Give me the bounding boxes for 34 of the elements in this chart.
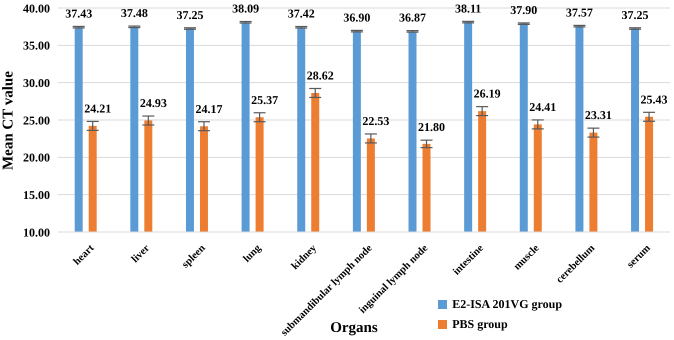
data-label: 24.17 [195,102,222,116]
data-label: 37.48 [120,6,148,20]
data-label: 36.90 [343,10,370,24]
legend-label: E2-ISA 201VG group [452,296,562,313]
y-tick-label: 20.00 [23,150,50,165]
data-label: 37.42 [288,6,315,21]
y-tick-label: 10.00 [23,225,50,240]
data-label: 24.21 [84,101,112,116]
data-label: 25.43 [640,92,668,106]
data-label: 26.19 [474,86,501,101]
x-tick-label: lung [242,242,264,265]
data-label: 22.53 [362,114,390,128]
data-label: 28.62 [306,68,334,83]
data-label: 37.57 [566,5,593,20]
data-label: 37.25 [176,8,204,22]
data-label: 38.11 [454,1,482,16]
data-label: 23.31 [584,108,612,122]
data-label: 21.80 [418,120,446,134]
data-label: 24.93 [140,96,167,110]
y-axis-title: Mean CT value [0,70,16,170]
data-label: 24.41 [529,100,556,114]
data-label: 25.37 [251,92,278,107]
y-tick-label: 35.00 [23,38,50,53]
y-tick-label: 25.00 [23,113,50,128]
data-label: 36.87 [399,10,426,25]
y-tick-label: 40.00 [23,1,50,16]
y-tick-label: 15.00 [23,188,50,202]
x-axis-title: Organs [330,320,378,336]
data-label: 38.09 [232,2,260,16]
data-label: 37.25 [622,8,649,22]
data-label: 37.90 [510,2,538,17]
y-tick-label: 30.00 [23,76,50,90]
legend-label: PBS group [452,316,508,333]
data-label: 37.43 [65,6,92,20]
